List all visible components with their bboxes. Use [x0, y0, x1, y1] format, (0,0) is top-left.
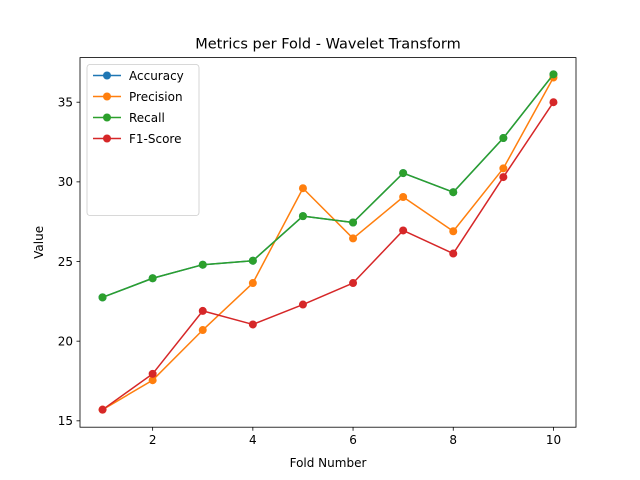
data-point: [248, 279, 257, 288]
data-point: [148, 369, 157, 378]
series-line: [102, 101, 555, 411]
data-point: [449, 227, 458, 236]
data-point: [499, 134, 508, 143]
data-point: [298, 300, 307, 309]
x-tick-label: 2: [149, 433, 157, 447]
x-axis: 2 4 6 8 10: [149, 427, 561, 447]
legend-label: Precision: [129, 90, 183, 104]
legend-label: F1-Score: [129, 132, 181, 146]
y-tick-label: 35: [58, 96, 73, 110]
y-tick-label: 20: [58, 334, 73, 348]
data-point: [449, 249, 458, 258]
axes-frame: [79, 57, 577, 428]
series-precision: [98, 73, 558, 414]
data-point: [399, 226, 408, 235]
y-axis: 15 20 25 30 35: [58, 96, 80, 428]
legend-entry-f1-score: F1-Score: [93, 132, 181, 146]
data-point: [449, 188, 458, 197]
y-tick-label: 30: [58, 175, 73, 189]
legend-marker: [103, 113, 111, 122]
data-point: [549, 98, 558, 107]
data-point: [298, 184, 307, 193]
data-point: [198, 306, 207, 315]
y-tick-label: 25: [58, 255, 73, 269]
legend-entry-precision: Precision: [93, 90, 183, 104]
x-tick-label: 10: [546, 433, 561, 447]
series-recall: [98, 70, 558, 302]
data-point: [399, 193, 408, 201]
data-point: [98, 293, 107, 302]
data-point: [148, 376, 157, 385]
x-axis-label: Fold Number: [290, 456, 367, 470]
data-point: [349, 279, 358, 288]
series-line: [102, 77, 555, 411]
series-line: [102, 73, 555, 299]
data-point: [198, 326, 207, 335]
legend-marker: [103, 71, 111, 80]
x-tick-label: 4: [249, 433, 257, 447]
legend-marker: [103, 134, 111, 143]
legend-label: Accuracy: [129, 69, 184, 83]
data-point: [198, 260, 207, 269]
legend-entry-recall: Recall: [93, 111, 165, 125]
data-point: [349, 234, 358, 243]
data-point: [499, 164, 508, 173]
legend-label: Recall: [129, 111, 165, 125]
x-tick-label: 6: [349, 433, 357, 447]
y-axis-label: Value: [32, 226, 46, 259]
data-point: [148, 274, 157, 283]
plot-area: [98, 70, 558, 414]
chart-title: Metrics per Fold - Wavelet Transform: [195, 37, 460, 53]
data-point: [399, 169, 408, 178]
data-point: [98, 405, 107, 414]
data-point: [248, 256, 257, 265]
legend-box: [86, 64, 200, 216]
data-point: [248, 320, 257, 329]
data-point: [349, 218, 358, 227]
legend: Accuracy Precision Recall F1-Score: [86, 64, 200, 216]
data-point: [499, 173, 508, 182]
y-tick-label: 15: [58, 414, 73, 428]
legend-marker: [103, 92, 111, 101]
x-tick-label: 8: [449, 433, 457, 447]
data-point: [298, 212, 307, 221]
legend-entry-accuracy: Accuracy: [93, 69, 184, 83]
data-point: [549, 70, 558, 79]
series-f1-score: [98, 98, 558, 414]
